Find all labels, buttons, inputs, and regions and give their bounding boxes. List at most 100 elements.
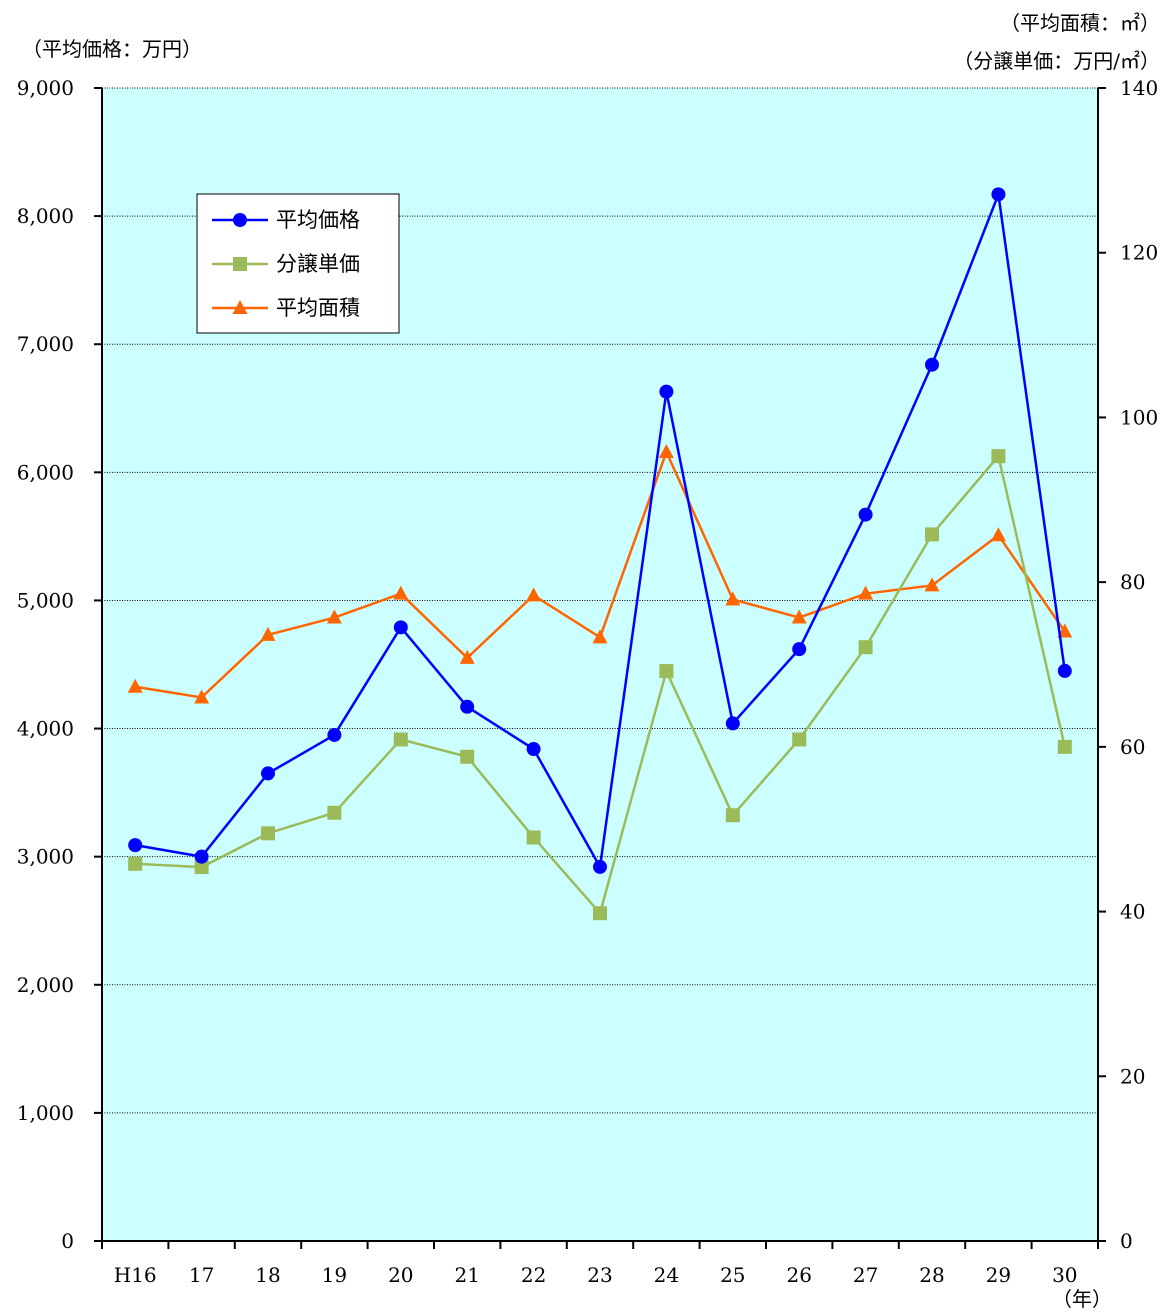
right-tick-label: 100 xyxy=(1120,405,1158,429)
data-point-price xyxy=(659,384,674,399)
legend-item-area: 平均面積 xyxy=(212,296,360,320)
series-area xyxy=(127,444,1073,704)
legend-swatch-marker xyxy=(233,213,247,227)
data-point-unit-price xyxy=(925,527,939,542)
data-point-price xyxy=(925,357,939,372)
right-axis-ticks: 0 20 40 60 80 100 120 140 xyxy=(1098,76,1158,1253)
legend-swatch-marker xyxy=(233,257,247,271)
x-tick-label: 20 xyxy=(388,1263,413,1287)
data-point-unit-price xyxy=(460,749,475,764)
data-point-area xyxy=(924,577,940,592)
data-point-area xyxy=(260,626,276,641)
data-point-area xyxy=(326,609,342,624)
left-tick-label: 9,000 xyxy=(17,76,74,100)
left-tick-label: 4,000 xyxy=(17,717,74,741)
data-point-price xyxy=(858,507,873,522)
x-tick-label: 27 xyxy=(853,1263,878,1287)
x-tick-label: 24 xyxy=(654,1263,679,1287)
data-point-price xyxy=(725,716,740,731)
left-tick-label: 2,000 xyxy=(17,973,74,997)
x-tick-label: H16 xyxy=(114,1263,157,1287)
data-point-unit-price xyxy=(393,732,408,747)
left-tick-label: 5,000 xyxy=(17,588,74,612)
x-tick-label: 29 xyxy=(986,1263,1011,1287)
data-point-unit-price xyxy=(194,860,209,875)
data-point-price xyxy=(261,766,275,781)
data-point-price xyxy=(1057,663,1072,678)
x-axis-unit: （年） xyxy=(1052,1287,1112,1311)
data-point-area xyxy=(592,629,608,644)
x-tick-label: 17 xyxy=(189,1263,214,1287)
x-tick-label: 23 xyxy=(587,1263,612,1287)
x-tick-label: 26 xyxy=(786,1263,811,1287)
left-tick-label: 3,000 xyxy=(17,845,74,869)
x-tick-label: 30 xyxy=(1052,1263,1077,1287)
data-point-price xyxy=(991,187,1006,202)
legend-label: 平均面積 xyxy=(276,296,360,320)
data-point-unit-price xyxy=(593,906,607,921)
x-tick-label: 28 xyxy=(919,1263,944,1287)
left-tick-label: 1,000 xyxy=(17,1101,74,1125)
legend-item-unit-price: 分譲単価 xyxy=(212,252,360,276)
data-point-unit-price xyxy=(261,826,275,841)
legend-item-price: 平均価格 xyxy=(212,208,360,232)
left-axis-ticks: 0 1,000 2,000 3,000 4,000 5,000 6,000 7,000 8,00… xyxy=(17,76,102,1253)
right-tick-label: 40 xyxy=(1120,900,1145,924)
data-point-unit-price xyxy=(858,640,873,655)
axes xyxy=(101,88,1099,1242)
data-point-price xyxy=(393,620,408,635)
data-point-unit-price xyxy=(659,664,674,679)
data-point-area xyxy=(526,587,542,602)
right-axis-unit-unit-price: （分譲単価：万円/㎡） xyxy=(953,49,1160,73)
data-point-area xyxy=(858,585,874,600)
legend-label: 平均価格 xyxy=(276,208,360,232)
series-price xyxy=(128,187,1072,874)
data-point-area xyxy=(725,591,741,606)
x-tick-label: 21 xyxy=(454,1263,479,1287)
data-point-price xyxy=(526,742,541,757)
data-point-area xyxy=(459,649,475,664)
left-tick-label: 6,000 xyxy=(17,460,74,484)
data-point-area xyxy=(1057,623,1073,638)
left-tick-label: 7,000 xyxy=(17,332,74,356)
data-point-unit-price xyxy=(1057,739,1072,754)
right-tick-label: 20 xyxy=(1120,1064,1145,1088)
x-tick-label: 19 xyxy=(322,1263,347,1287)
x-axis-ticks: H16 17 18 19 20 21 22 23 24 25 26 27 28 29 30 xyxy=(101,1241,1099,1287)
right-tick-label: 60 xyxy=(1120,735,1145,759)
right-tick-label: 80 xyxy=(1120,570,1145,594)
data-point-price xyxy=(460,699,475,714)
legend-label: 分譲単価 xyxy=(276,252,360,276)
x-tick-label: 25 xyxy=(720,1263,745,1287)
series-unit-price xyxy=(128,449,1072,921)
data-point-unit-price xyxy=(991,449,1006,464)
right-tick-label: 120 xyxy=(1120,241,1158,265)
data-point-price xyxy=(327,727,342,742)
data-point-price xyxy=(792,642,807,657)
data-point-price xyxy=(194,849,209,864)
right-tick-label: 140 xyxy=(1120,76,1158,100)
data-point-area xyxy=(791,609,807,624)
data-point-price xyxy=(128,838,143,853)
left-tick-label: 0 xyxy=(61,1229,74,1253)
data-point-unit-price xyxy=(526,830,541,845)
x-tick-label: 18 xyxy=(255,1263,280,1287)
legend-swatch-marker xyxy=(232,300,248,314)
series-layer xyxy=(127,187,1073,921)
data-point-unit-price xyxy=(327,805,342,820)
x-tick-label: 22 xyxy=(521,1263,546,1287)
data-point-area xyxy=(658,444,674,459)
data-point-area xyxy=(393,585,409,600)
data-point-price xyxy=(593,859,607,874)
right-axis-unit-area: （平均面積：㎡） xyxy=(1000,11,1160,35)
right-tick-label: 0 xyxy=(1120,1229,1133,1253)
data-point-area xyxy=(194,689,210,704)
left-axis-unit: （平均価格：万円） xyxy=(22,37,202,61)
left-tick-label: 8,000 xyxy=(17,204,74,228)
data-point-unit-price xyxy=(725,808,740,823)
data-point-area xyxy=(990,527,1006,542)
data-point-unit-price xyxy=(128,856,143,871)
data-point-area xyxy=(127,678,143,693)
